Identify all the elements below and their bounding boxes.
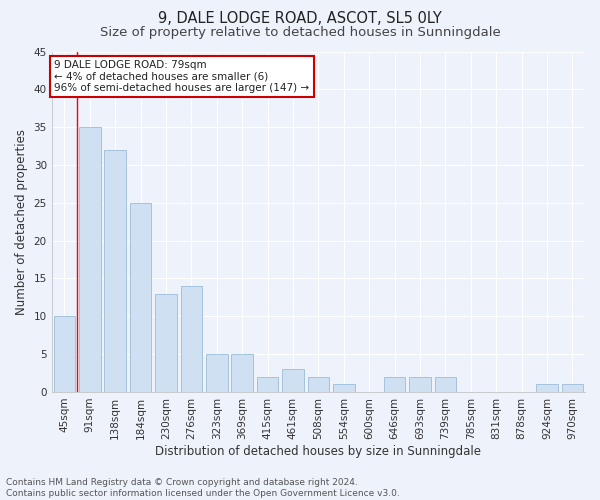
Text: Size of property relative to detached houses in Sunningdale: Size of property relative to detached ho…: [100, 26, 500, 39]
Bar: [434, 377, 456, 392]
Bar: [257, 377, 278, 392]
X-axis label: Distribution of detached houses by size in Sunningdale: Distribution of detached houses by size …: [155, 444, 481, 458]
Bar: [232, 354, 253, 392]
Text: 9, DALE LODGE ROAD, ASCOT, SL5 0LY: 9, DALE LODGE ROAD, ASCOT, SL5 0LY: [158, 11, 442, 26]
Bar: [155, 294, 177, 392]
Text: 9 DALE LODGE ROAD: 79sqm
← 4% of detached houses are smaller (6)
96% of semi-det: 9 DALE LODGE ROAD: 79sqm ← 4% of detache…: [55, 60, 310, 93]
Y-axis label: Number of detached properties: Number of detached properties: [15, 128, 28, 314]
Bar: [282, 370, 304, 392]
Bar: [206, 354, 227, 392]
Bar: [562, 384, 583, 392]
Bar: [409, 377, 431, 392]
Bar: [536, 384, 557, 392]
Bar: [308, 377, 329, 392]
Bar: [384, 377, 406, 392]
Bar: [104, 150, 126, 392]
Bar: [53, 316, 75, 392]
Bar: [181, 286, 202, 392]
Text: Contains HM Land Registry data © Crown copyright and database right 2024.
Contai: Contains HM Land Registry data © Crown c…: [6, 478, 400, 498]
Bar: [130, 203, 151, 392]
Bar: [79, 127, 101, 392]
Bar: [333, 384, 355, 392]
